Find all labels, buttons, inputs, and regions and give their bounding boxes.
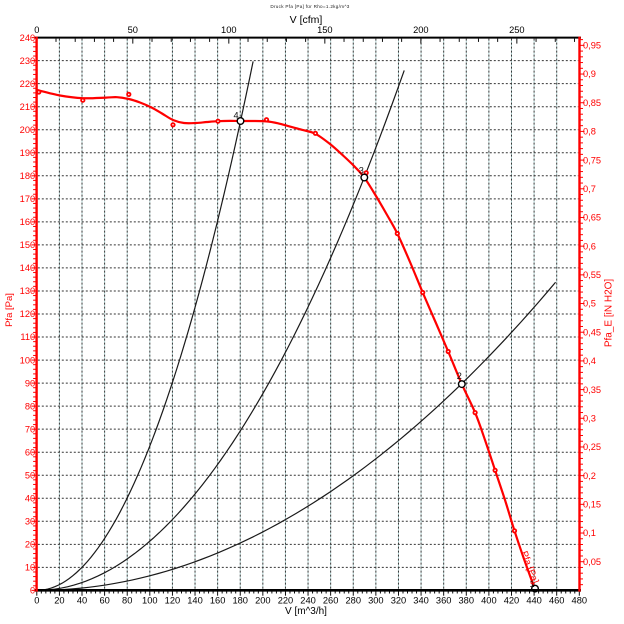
- svg-text:40: 40: [77, 596, 87, 606]
- svg-text:120: 120: [165, 596, 181, 606]
- svg-text:440: 440: [526, 596, 542, 606]
- svg-text:480: 480: [572, 596, 588, 606]
- svg-text:0,7: 0,7: [583, 184, 596, 194]
- svg-text:0,8: 0,8: [583, 127, 596, 137]
- svg-text:280: 280: [346, 596, 362, 606]
- svg-text:0,15: 0,15: [583, 500, 601, 510]
- svg-text:0,6: 0,6: [583, 241, 596, 251]
- svg-text:220: 220: [278, 596, 294, 606]
- svg-text:160: 160: [210, 596, 226, 606]
- svg-text:0,5: 0,5: [583, 299, 596, 309]
- svg-text:320: 320: [391, 596, 407, 606]
- svg-text:100: 100: [20, 355, 36, 365]
- svg-text:360: 360: [436, 596, 452, 606]
- svg-text:380: 380: [459, 596, 475, 606]
- svg-text:V [cfm]: V [cfm]: [290, 14, 323, 26]
- svg-text:130: 130: [20, 286, 36, 296]
- svg-text:160: 160: [20, 217, 36, 227]
- svg-text:70: 70: [25, 424, 35, 434]
- svg-text:80: 80: [122, 596, 132, 606]
- svg-text:100: 100: [221, 25, 237, 35]
- svg-text:250: 250: [509, 25, 525, 35]
- svg-text:Pfa_E [iN H2O]: Pfa_E [iN H2O]: [604, 279, 615, 348]
- svg-text:20: 20: [25, 540, 35, 550]
- svg-text:220: 220: [20, 79, 36, 89]
- svg-text:30: 30: [25, 517, 35, 527]
- svg-text:60: 60: [99, 596, 109, 606]
- svg-text:0,85: 0,85: [583, 98, 601, 108]
- svg-text:110: 110: [20, 332, 35, 342]
- svg-text:0,65: 0,65: [583, 213, 601, 223]
- svg-text:300: 300: [368, 596, 384, 606]
- svg-text:150: 150: [317, 25, 333, 35]
- svg-text:0,4: 0,4: [583, 356, 596, 366]
- svg-text:340: 340: [413, 596, 429, 606]
- svg-text:230: 230: [20, 56, 36, 66]
- svg-text:460: 460: [549, 596, 565, 606]
- svg-text:10: 10: [25, 563, 35, 573]
- svg-text:260: 260: [323, 596, 339, 606]
- svg-text:0,25: 0,25: [583, 442, 601, 452]
- svg-text:190: 190: [20, 148, 36, 158]
- svg-text:140: 140: [20, 263, 36, 273]
- svg-text:180: 180: [232, 596, 248, 606]
- svg-text:0,75: 0,75: [583, 155, 601, 165]
- svg-text:4: 4: [233, 111, 238, 121]
- svg-text:0,05: 0,05: [583, 557, 601, 567]
- svg-text:150: 150: [20, 240, 36, 250]
- svg-text:100: 100: [142, 596, 158, 606]
- svg-text:240: 240: [300, 596, 316, 606]
- svg-text:200: 200: [20, 125, 36, 135]
- svg-text:0,1: 0,1: [583, 528, 596, 538]
- svg-text:0,35: 0,35: [583, 385, 601, 395]
- svg-text:0,95: 0,95: [583, 41, 601, 51]
- svg-text:0,55: 0,55: [583, 270, 601, 280]
- svg-text:180: 180: [20, 171, 36, 181]
- svg-text:1: 1: [529, 579, 534, 589]
- svg-text:0,9: 0,9: [583, 69, 596, 79]
- svg-text:Pfa [Pa]: Pfa [Pa]: [518, 550, 540, 586]
- svg-text:50: 50: [25, 470, 35, 480]
- svg-text:90: 90: [25, 378, 35, 388]
- svg-text:240: 240: [20, 33, 36, 43]
- svg-text:2: 2: [457, 371, 462, 381]
- svg-text:40: 40: [25, 493, 35, 503]
- svg-text:50: 50: [128, 25, 138, 35]
- svg-text:0: 0: [30, 586, 35, 596]
- svg-text:3: 3: [359, 166, 364, 176]
- svg-text:Pfa [Pa]: Pfa [Pa]: [4, 293, 15, 327]
- svg-text:200: 200: [255, 596, 271, 606]
- svg-text:0: 0: [34, 25, 39, 35]
- svg-text:60: 60: [25, 447, 35, 457]
- svg-text:80: 80: [25, 401, 35, 411]
- svg-text:0,2: 0,2: [583, 471, 596, 481]
- svg-text:420: 420: [504, 596, 520, 606]
- svg-text:140: 140: [187, 596, 203, 606]
- svg-text:0,3: 0,3: [583, 413, 596, 423]
- svg-text:170: 170: [20, 194, 36, 204]
- svg-text:0,45: 0,45: [583, 327, 601, 337]
- svg-text:210: 210: [20, 102, 36, 112]
- svg-text:0: 0: [34, 596, 39, 606]
- svg-text:V [m^3/h]: V [m^3/h]: [285, 606, 327, 617]
- svg-text:200: 200: [413, 25, 429, 35]
- svg-text:120: 120: [20, 309, 36, 319]
- svg-text:Druck Pfa [Pa] für Rho=1.2kg/m: Druck Pfa [Pa] für Rho=1.2kg/m^3: [270, 4, 349, 9]
- svg-text:20: 20: [54, 596, 64, 606]
- svg-text:400: 400: [481, 596, 497, 606]
